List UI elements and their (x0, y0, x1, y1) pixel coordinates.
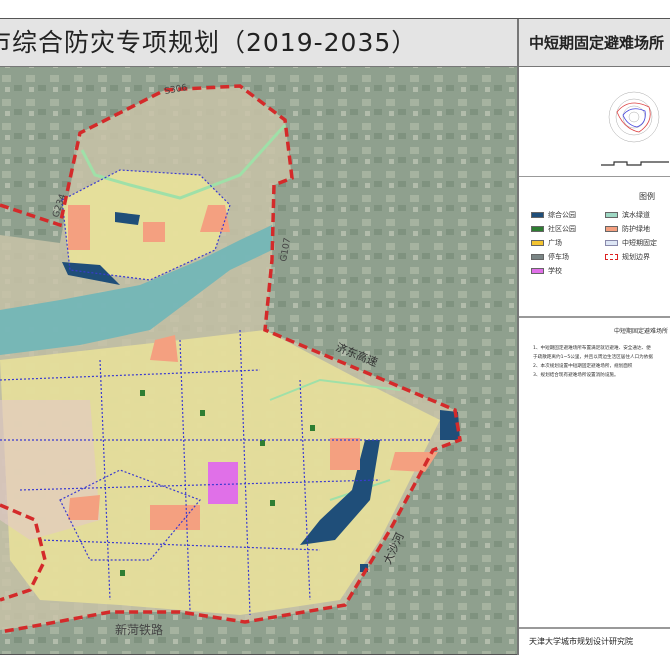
side-panel: 中短期固定避难场所 图例 综合公园 社区公园 广场 停车场 学校 滨水绿道 防护… (517, 19, 670, 655)
legend-item-comprehensive-park: 综合公园 (531, 211, 576, 219)
district-boundaries (0, 169, 430, 616)
map-title: 市综合防灾专项规划（2019-2035） (0, 28, 418, 57)
note-line: 2、本次规划设置中短期固定避难场所，规划面积 (533, 364, 633, 369)
note-line: 1、中短期固定避难场所布置满足就近避难、安全通达、便 (533, 346, 651, 351)
note-line: 于疏散距离约1~5公里，并且以周边生活区居住人口为依据 (533, 355, 653, 360)
note-line: 3、规划结合现有避难场所设置消防设施。 (533, 373, 619, 378)
protective-green (390, 452, 438, 472)
legend-item-community-park: 社区公园 (531, 225, 576, 233)
legend-title: 图例 (639, 192, 655, 201)
protective-green (200, 205, 230, 232)
legend: 图例 综合公园 社区公园 广场 停车场 学校 滨水绿道 防护绿地 中短期固定 规… (519, 176, 670, 318)
planning-map: S306 G234 G107 济东高速 大沙河 新菏铁路 (0, 67, 517, 654)
map-canvas[interactable]: S306 G234 G107 济东高速 大沙河 新菏铁路 (0, 67, 517, 654)
comprehensive-park (115, 212, 140, 225)
protective-green (68, 495, 100, 520)
map-title-bar: 市综合防灾专项规划（2019-2035） (0, 19, 517, 67)
legend-item-waterfront-green: 滨水绿道 (605, 211, 650, 219)
planning-boundary (0, 84, 462, 634)
river (0, 225, 272, 355)
wind-rose-compass-icon (601, 91, 669, 166)
school (208, 462, 238, 504)
organization-name: 天津大学城市规划设计研究院 (519, 627, 670, 655)
legend-item-planning-boundary: 规划边界 (605, 253, 650, 261)
community-parks (120, 390, 315, 576)
legend-item-shelter-area: 中短期固定 (605, 239, 657, 247)
protective-green (330, 438, 360, 470)
legend-item-parking: 停车场 (531, 253, 569, 261)
green-corridor (80, 123, 287, 200)
legend-item-school: 学校 (531, 267, 562, 275)
legend-item-square: 广场 (531, 239, 562, 247)
railway-label: 新菏铁路 (115, 622, 163, 637)
road-label-s306: S306 (164, 83, 189, 97)
legend-item-protective-green: 防护绿地 (605, 225, 650, 233)
comprehensive-park (360, 564, 368, 572)
protective-green (143, 222, 165, 242)
map-frame (0, 18, 670, 655)
protective-green (68, 205, 90, 250)
comprehensive-park (62, 262, 120, 285)
panel-title: 中短期固定避难场所 (519, 19, 670, 67)
road-label-g107: G107 (279, 237, 293, 263)
protective-green (150, 335, 178, 362)
scale-bar (601, 161, 669, 166)
notes: 中短期固定避难场所 1、中短期固定避难场所布置满足就近避难、安全通达、便 于疏散… (519, 318, 670, 598)
notes-title: 中短期固定避难场所 (613, 328, 668, 335)
